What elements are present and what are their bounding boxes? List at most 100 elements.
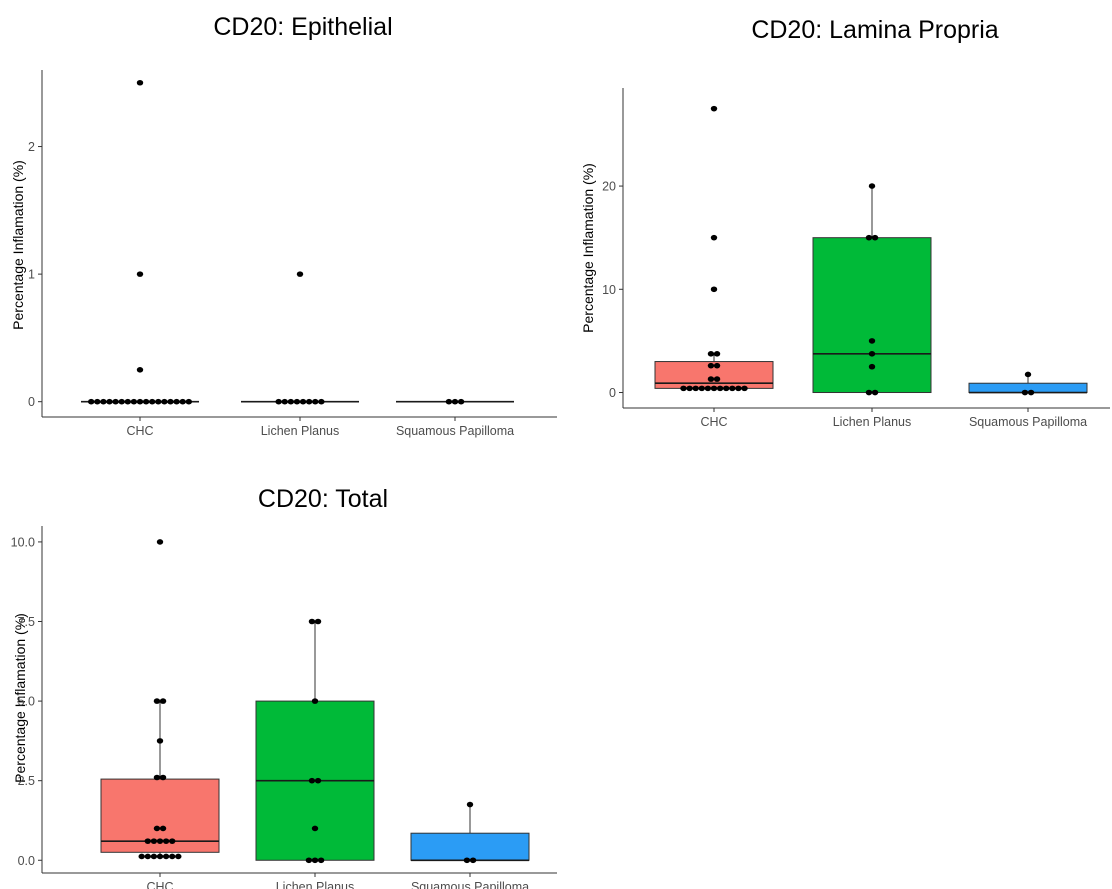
data-point <box>308 777 316 784</box>
data-point <box>868 338 876 344</box>
panel-total: CD20: Total Percentage Inflamation (%) 0… <box>11 485 557 889</box>
data-point <box>94 398 101 405</box>
data-point <box>741 385 748 392</box>
data-point <box>275 398 282 405</box>
x-tick-label: Lichen Planus <box>833 415 912 429</box>
data-point <box>469 857 477 864</box>
data-point <box>150 838 158 844</box>
data-point <box>153 825 161 832</box>
data-point <box>704 385 712 392</box>
data-point <box>118 398 125 405</box>
y-tick-label: 7.5 <box>18 615 35 629</box>
data-point <box>457 398 465 405</box>
data-point <box>142 398 150 405</box>
data-point <box>707 376 715 382</box>
data-point <box>136 79 144 86</box>
data-point <box>144 853 151 860</box>
data-point <box>159 825 167 832</box>
data-point <box>445 398 453 405</box>
data-point <box>314 777 322 784</box>
data-point <box>169 853 176 860</box>
data-point <box>317 857 325 864</box>
data-point <box>175 853 182 860</box>
data-point <box>710 234 718 241</box>
data-point <box>451 398 459 405</box>
data-point <box>305 857 313 864</box>
data-point <box>318 398 325 405</box>
y-tick-label: 0 <box>28 395 35 409</box>
data-point <box>865 389 873 396</box>
data-point <box>149 398 156 405</box>
data-point <box>161 398 168 405</box>
x-tick-label: CHC <box>146 880 173 889</box>
data-point <box>156 853 164 860</box>
data-point <box>153 698 161 704</box>
data-point <box>169 838 176 844</box>
data-point <box>100 398 107 405</box>
y-axis-label-lamina: Percentage Inflamation (%) <box>580 163 596 333</box>
data-point <box>466 801 474 808</box>
data-point <box>305 398 313 405</box>
y-tick-label: 10 <box>602 283 616 297</box>
x-tick-label: CHC <box>126 424 153 438</box>
data-point <box>311 698 319 704</box>
data-point <box>713 362 721 369</box>
data-point <box>179 398 186 405</box>
data-point <box>710 286 718 293</box>
y-tick-label: 10.0 <box>11 535 35 549</box>
data-point <box>698 385 705 392</box>
data-point <box>308 618 316 625</box>
data-point <box>173 398 180 405</box>
chart-title-epithelial: CD20: Epithelial <box>213 13 392 41</box>
data-point <box>112 398 119 405</box>
data-point <box>311 857 319 864</box>
data-point <box>1027 389 1035 396</box>
data-point <box>162 838 170 844</box>
data-point <box>1024 371 1032 378</box>
data-point <box>713 376 721 382</box>
data-point <box>130 398 138 405</box>
data-point <box>692 385 699 392</box>
x-tick-label: Squamous Papilloma <box>969 415 1087 429</box>
data-point <box>88 398 95 405</box>
panel-lamina: CD20: Lamina Propria Percentage Inflamat… <box>580 16 1110 429</box>
y-tick-label: 0.0 <box>18 854 35 868</box>
data-point <box>311 825 319 832</box>
x-tick-label: CHC <box>700 415 727 429</box>
y-tick-label: 20 <box>602 180 616 194</box>
data-point <box>124 398 131 405</box>
data-point <box>713 351 721 357</box>
box-squamous-papilloma <box>968 382 1088 394</box>
box-squamous-papilloma <box>410 832 530 861</box>
data-point <box>162 853 170 860</box>
data-point <box>281 398 288 405</box>
data-point <box>871 234 879 241</box>
data-point <box>710 105 718 112</box>
data-point <box>144 838 151 844</box>
data-point <box>156 838 164 844</box>
data-point <box>136 271 144 277</box>
data-point <box>185 398 192 405</box>
x-tick-label: Lichen Planus <box>276 880 355 889</box>
data-point <box>159 698 167 704</box>
data-point <box>312 398 319 405</box>
data-point <box>1021 389 1029 396</box>
data-point <box>153 774 161 781</box>
chart-title-lamina: CD20: Lamina Propria <box>751 16 998 44</box>
data-point <box>138 853 145 860</box>
data-point <box>868 363 876 370</box>
data-point <box>293 398 301 405</box>
data-point <box>680 385 687 392</box>
data-point <box>299 398 307 405</box>
data-point <box>716 385 724 392</box>
panel-epithelial: CD20: Epithelial Percentage Inflamation … <box>10 13 557 438</box>
data-point <box>150 853 158 860</box>
data-point <box>159 774 167 781</box>
data-point <box>296 271 304 277</box>
data-point <box>314 618 322 625</box>
y-axis-label-epithelial: Percentage Inflamation (%) <box>10 160 26 330</box>
y-tick-label: 5.0 <box>18 695 35 709</box>
chart-title-total: CD20: Total <box>258 485 388 513</box>
data-point <box>707 362 715 369</box>
